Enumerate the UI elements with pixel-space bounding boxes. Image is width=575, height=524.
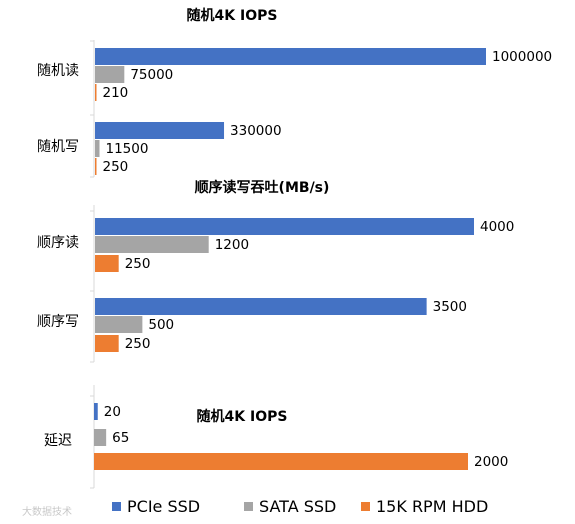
- category-label: 随机读: [37, 62, 79, 79]
- data-label: 250: [103, 159, 129, 175]
- watermark-text: 大数据技术: [22, 505, 72, 518]
- data-label: 3500: [433, 299, 467, 315]
- data-label: 2000: [474, 454, 508, 470]
- bar-sata-ssd: [94, 429, 107, 446]
- legend-label: SATA SSD: [259, 497, 336, 516]
- bar-pcie-ssd: [95, 218, 474, 235]
- panel-2-title: 顺序读写吞吐(MB/s): [195, 179, 330, 196]
- category-label: 顺序写: [37, 314, 79, 330]
- category-label: 随机写: [37, 139, 79, 155]
- bar-15k-rpm-hdd: [95, 84, 97, 101]
- bar-sata-ssd: [95, 236, 209, 253]
- category-label: 延迟: [44, 433, 72, 449]
- panel-3-title: 随机4K IOPS: [197, 408, 288, 425]
- bar-15k-rpm-hdd: [94, 453, 468, 470]
- legend-swatch: [112, 502, 121, 511]
- data-label: 330000: [230, 123, 282, 139]
- bar-pcie-ssd: [94, 403, 98, 420]
- bar-pcie-ssd: [95, 298, 427, 315]
- data-label: 210: [103, 85, 129, 101]
- data-label: 250: [125, 256, 151, 272]
- legend-label: 15K RPM HDD: [376, 497, 488, 516]
- panel-1-title: 随机4K IOPS: [187, 7, 278, 24]
- bar-pcie-ssd: [95, 122, 225, 139]
- legend-swatch: [361, 502, 370, 511]
- data-label: 4000: [480, 219, 514, 235]
- legend-swatch: [244, 502, 253, 511]
- data-label: 1200: [215, 237, 249, 253]
- data-label: 20: [104, 404, 121, 420]
- bar-sata-ssd: [95, 66, 125, 83]
- data-label: 75000: [130, 67, 173, 83]
- bar-15k-rpm-hdd: [95, 158, 97, 175]
- bar-sata-ssd: [95, 316, 143, 333]
- bar-pcie-ssd: [95, 48, 486, 65]
- bar-15k-rpm-hdd: [95, 335, 119, 352]
- bar-sata-ssd: [95, 140, 100, 157]
- data-label: 250: [125, 336, 151, 352]
- legend-label: PCIe SSD: [127, 497, 200, 516]
- data-label: 11500: [105, 141, 148, 157]
- category-label: 顺序读: [37, 234, 79, 251]
- data-label: 65: [112, 430, 129, 446]
- bar-15k-rpm-hdd: [95, 255, 119, 272]
- data-label: 500: [148, 317, 174, 333]
- data-label: 1000000: [492, 49, 552, 65]
